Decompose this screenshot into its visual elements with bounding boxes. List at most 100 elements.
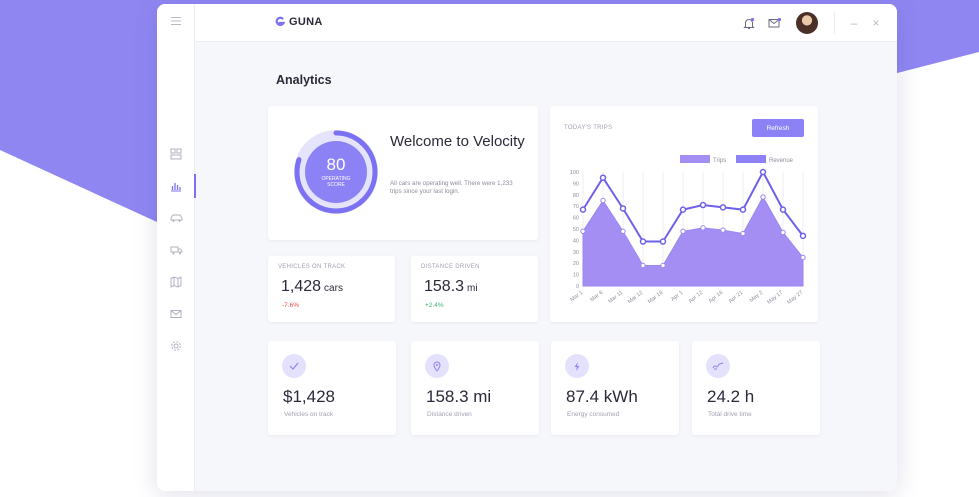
sidebar-item-cars[interactable]	[157, 202, 195, 234]
series-area-trips	[582, 196, 804, 287]
x-tick-label: Mar 6	[589, 290, 604, 303]
kpi-value: 24.2 h	[707, 387, 755, 406]
x-tick-label: May 17	[766, 290, 784, 306]
legend-swatch	[680, 155, 710, 163]
x-tick-label: May 27	[786, 290, 804, 306]
sidebar-item-trucks[interactable]	[157, 234, 195, 266]
x-tick-label: Mar 1	[569, 290, 584, 303]
kpi-card-energy: 87.4 kWh Energy consumed	[551, 341, 679, 435]
sidebar-item-analytics[interactable]	[157, 170, 196, 202]
topbar-actions: – ×	[736, 10, 887, 36]
legend-label: Revenue	[769, 158, 794, 164]
x-tick-label: May 2	[749, 290, 765, 304]
x-tick-label: Apr 16	[708, 290, 724, 305]
sidebar-item-settings[interactable]	[157, 330, 195, 362]
analytics-icon	[171, 183, 181, 192]
data-point-trips	[780, 229, 786, 236]
kpi-label: Vehicles on track	[284, 411, 334, 418]
kpi-card-vehicles: $1,428 Vehicles on track	[268, 341, 396, 435]
data-point-trips	[640, 262, 646, 269]
data-point-trips	[600, 197, 606, 204]
stat-card-vehicles: VEHICLES ON TRACK 1,428 cars -7.6%	[268, 256, 395, 322]
trips-chart-card: TODAY'S TRIPS Refresh 0 10 20 30 40 50 60 70 80 9…	[550, 106, 818, 322]
data-point-revenue	[659, 238, 667, 245]
legend-label: Trips	[713, 158, 726, 164]
y-tick-label: 40	[573, 238, 579, 244]
refresh-button[interactable]: Refresh	[752, 119, 804, 137]
data-point-trips	[760, 194, 766, 200]
stat-unit: mi	[467, 283, 478, 294]
sidebar-item-map[interactable]	[157, 266, 195, 298]
chart-title: TODAY'S TRIPS	[564, 125, 613, 131]
data-point-revenue	[799, 232, 807, 240]
welcome-text: All cars are operating well. There were …	[390, 180, 513, 195]
kpi-card-drive-time: 24.2 h Total drive time	[692, 341, 820, 435]
operating-score-gauge: 80 OPERATING SCORE	[290, 126, 382, 218]
brand[interactable]: GUNA	[274, 16, 323, 28]
car-icon	[170, 214, 182, 222]
y-tick-label: 50	[573, 227, 579, 233]
map-icon	[170, 276, 182, 288]
user-avatar[interactable]	[796, 12, 818, 34]
kpi-value: 87.4 kWh	[566, 387, 638, 406]
app-window: GUNA – × Analytics 80 OPERATING SC	[157, 4, 897, 491]
stat-change: +2.4%	[425, 302, 444, 309]
y-tick-label: 30	[573, 250, 579, 256]
data-point-revenue	[739, 206, 747, 213]
data-point-trips	[700, 225, 706, 231]
kpi-label: Energy consumed	[567, 411, 620, 418]
kpi-value: $1,428	[283, 387, 335, 406]
dashboard-icon	[170, 148, 182, 160]
close-button[interactable]: ×	[872, 16, 880, 30]
minimize-button[interactable]: –	[850, 16, 858, 30]
y-tick-label: 90	[573, 181, 579, 187]
stat-label: DISTANCE DRIVEN	[421, 264, 480, 270]
topbar: GUNA – ×	[195, 4, 897, 42]
sidebar-item-dashboard[interactable]	[157, 138, 195, 170]
data-point-revenue	[779, 206, 787, 213]
welcome-card: 80 OPERATING SCORE Welcome to Velocity A…	[268, 106, 538, 240]
y-tick-label: 80	[573, 193, 579, 199]
data-point-revenue	[699, 201, 707, 209]
data-point-trips	[620, 228, 626, 234]
x-tick-label: Apr 21	[728, 290, 744, 305]
data-point-trips	[680, 228, 686, 234]
topbar-divider	[834, 12, 835, 34]
data-point-revenue	[619, 205, 627, 212]
legend-swatch	[736, 155, 766, 163]
data-point-revenue	[759, 168, 767, 176]
stat-change: -7.6%	[282, 302, 299, 309]
road-icon	[706, 354, 730, 378]
notification-bell-icon[interactable]	[736, 10, 762, 36]
data-point-trips	[580, 228, 586, 234]
score-value: 80	[326, 155, 346, 174]
stat-label: VEHICLES ON TRACK	[278, 264, 346, 270]
kpi-label: Distance driven	[427, 411, 472, 418]
location-pin-icon	[425, 354, 449, 378]
data-point-revenue	[599, 174, 607, 181]
sidebar-item-mail[interactable]	[157, 298, 195, 330]
y-tick-label: 20	[573, 261, 579, 267]
stat-value: 1,428 cars	[281, 278, 343, 296]
kpi-label: Total drive time	[708, 411, 752, 418]
x-tick-label: Apr 12	[688, 290, 704, 305]
stat-unit: cars	[324, 283, 343, 294]
guna-logo-icon	[275, 16, 285, 27]
stat-value: 158.3 mi	[424, 278, 478, 296]
sidebar-nav	[157, 138, 196, 362]
mail-icon[interactable]	[762, 10, 788, 36]
truck-icon	[170, 246, 182, 255]
x-tick-label: Mar 12	[627, 290, 644, 305]
data-point-revenue	[679, 206, 687, 213]
data-point-revenue	[579, 206, 587, 213]
data-point-revenue	[639, 238, 647, 245]
y-tick-label: 60	[573, 216, 579, 222]
brand-name: GUNA	[289, 16, 323, 28]
hamburger-menu-icon[interactable]	[169, 14, 183, 28]
kpi-value: 158.3 mi	[426, 387, 492, 406]
lightning-icon	[565, 354, 589, 378]
data-point-trips	[720, 227, 726, 233]
stat-number: 1,428	[281, 278, 322, 295]
page-title: Analytics	[276, 73, 332, 87]
